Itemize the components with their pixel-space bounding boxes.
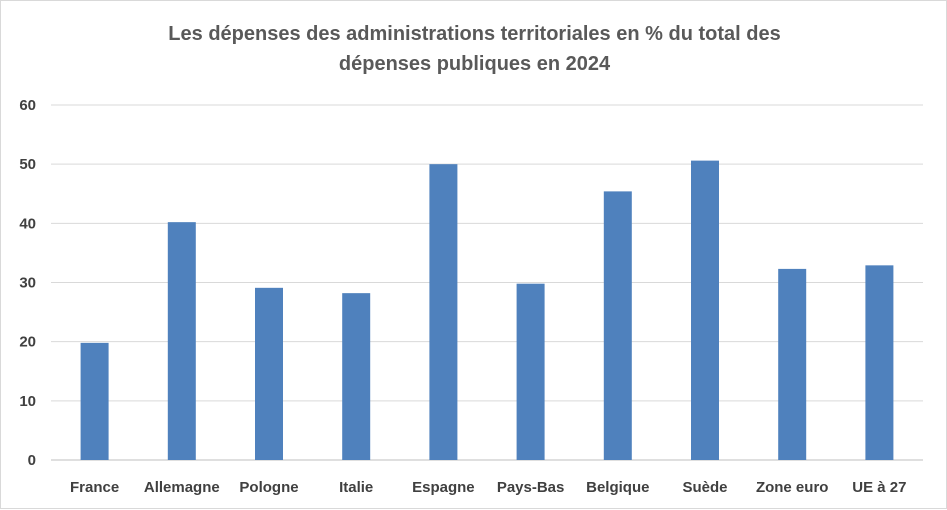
y-tick-label: 0 [28,452,36,469]
y-tick-label: 60 [19,97,36,114]
x-category-label: France [70,479,119,496]
chart-title: Les dépenses des administrations territo… [1,19,947,79]
bar-italie [342,293,371,460]
bar-su-de [691,160,719,460]
x-category-label: Espagne [412,479,475,496]
x-category-label: Pologne [239,479,298,496]
bar-pologne [255,287,283,460]
y-tick-label: 50 [19,156,36,173]
chart-title-line-1: Les dépenses des administrations territo… [168,23,781,45]
chart-title-line-2: dépenses publiques en 2024 [338,53,611,75]
bar-espagne [429,164,458,460]
bar-ue-27 [865,265,894,460]
x-category-label: Pays-Bas [497,479,565,496]
x-category-label: Suède [682,479,727,496]
y-tick-label: 10 [19,393,36,410]
y-tick-label: 30 [19,275,36,292]
bar-belgique [603,191,632,460]
bar-allemagne [167,222,196,460]
bar-zone-euro [778,268,807,460]
bar-france [80,342,109,460]
x-category-label: Allemagne [144,479,220,496]
y-tick-label: 20 [19,334,36,351]
x-category-label: Zone euro [756,479,829,496]
x-category-label: Italie [339,479,373,496]
x-category-label: UE à 27 [852,479,906,496]
bar-pays-bas [516,283,545,460]
y-tick-label: 40 [19,215,36,232]
x-category-label: Belgique [586,479,649,496]
